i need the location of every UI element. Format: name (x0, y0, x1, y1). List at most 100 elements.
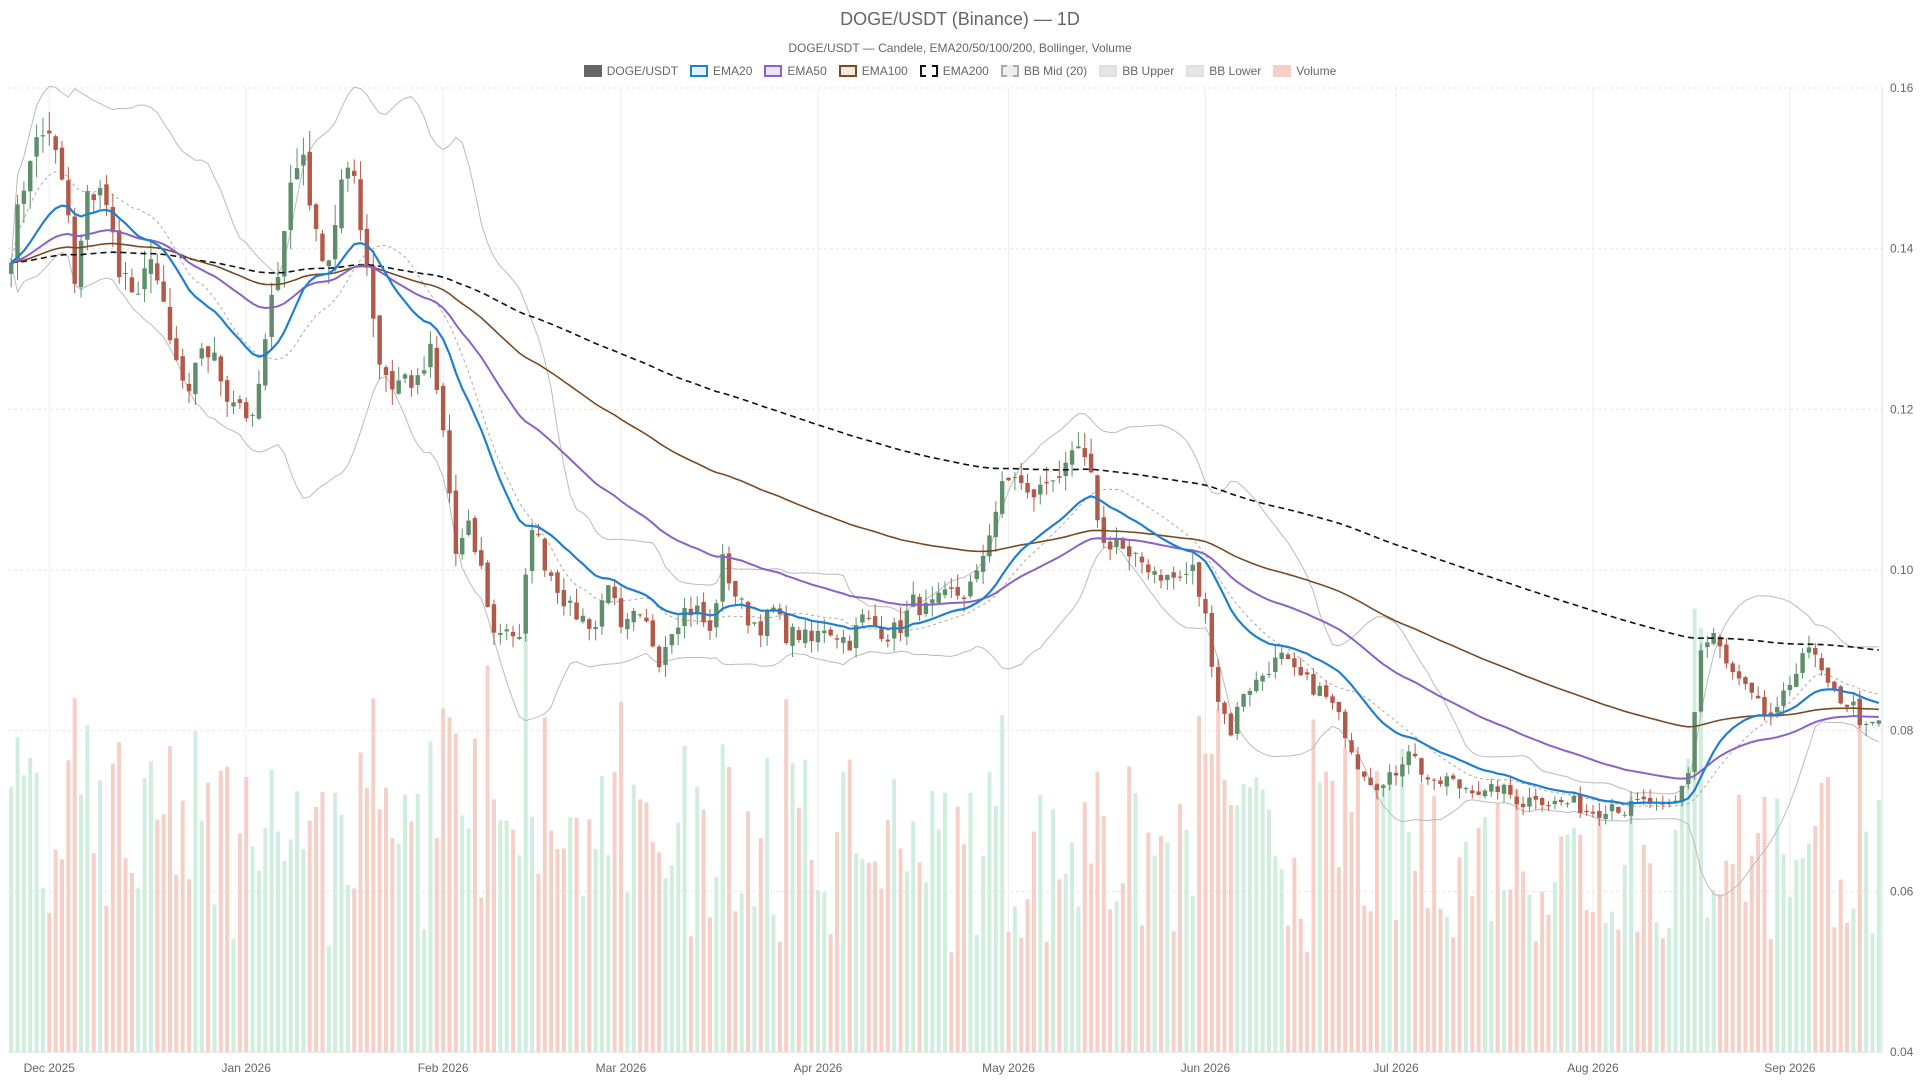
candle-body (688, 608, 694, 616)
volume-bar (180, 800, 185, 1052)
volume-bar (1571, 827, 1576, 1052)
candle-body (377, 315, 382, 365)
volume-bar (256, 870, 261, 1052)
candle-body (1450, 775, 1456, 779)
candle-body (47, 130, 52, 134)
volume-bar (1381, 783, 1386, 1052)
volume-bar (1635, 931, 1640, 1052)
candle-body (1311, 674, 1316, 695)
legend-item[interactable]: BB Upper (1099, 64, 1174, 78)
volume-bar (1527, 894, 1532, 1052)
candle-body (479, 550, 484, 566)
volume-bar (1451, 937, 1456, 1052)
volume-bar (803, 759, 808, 1052)
volume-bar (752, 906, 757, 1052)
legend-item[interactable]: BB Lower (1186, 64, 1261, 78)
candle-body (186, 383, 192, 392)
volume-bar (847, 759, 852, 1052)
volume-bar (1184, 829, 1189, 1052)
volume-bar (1584, 910, 1589, 1052)
volume-bar (187, 879, 192, 1052)
candle-body (224, 380, 230, 402)
candle-body (1635, 798, 1640, 800)
candle-body (675, 627, 681, 635)
candle-body (1470, 790, 1475, 794)
volume-bar (1178, 803, 1183, 1052)
volume-bar (962, 844, 967, 1052)
candle-body (1031, 489, 1037, 498)
volume-bar (364, 788, 369, 1052)
legend-item[interactable]: BB Mid (20) (1000, 64, 1087, 78)
candle-body (1844, 704, 1850, 707)
legend-label: DOGE/USDT (606, 64, 679, 78)
candle-body (656, 646, 662, 668)
candle-body (447, 430, 452, 494)
volume-bar (688, 936, 693, 1052)
candle-body (466, 520, 471, 535)
candle-body (1012, 476, 1018, 478)
candle-body (1336, 701, 1342, 713)
candle-body (701, 601, 706, 623)
candle-body (1781, 690, 1786, 706)
legend-swatch (1000, 65, 1019, 77)
x-tick-label: May 2026 (982, 1061, 1035, 1075)
candle-body (8, 262, 14, 274)
volume-bar (1711, 889, 1716, 1052)
volume-bar (663, 878, 668, 1052)
legend-swatch (1099, 65, 1118, 77)
volume-bar (504, 820, 509, 1052)
legend-item[interactable]: EMA20 (690, 64, 752, 78)
volume-bar (1120, 883, 1125, 1052)
volume-bar (1552, 882, 1557, 1052)
volume-bar (1756, 833, 1761, 1052)
candle-body (28, 161, 33, 192)
volume-bar (1139, 925, 1144, 1052)
volume-bar (1768, 939, 1773, 1052)
candle-body (923, 602, 929, 614)
candle-body (1228, 713, 1234, 736)
candle-body (872, 616, 878, 627)
volume-bar (1794, 859, 1799, 1052)
legend-item[interactable]: EMA200 (919, 64, 989, 78)
volume-bar (1089, 863, 1094, 1052)
volume-bar (1400, 748, 1405, 1052)
volume-bar (479, 897, 484, 1052)
volume-bar (568, 817, 573, 1052)
volume-bar (841, 772, 846, 1052)
candle-body (1616, 806, 1621, 813)
volume-bar (47, 912, 52, 1052)
volume-bar (1800, 858, 1805, 1052)
legend-item[interactable]: EMA100 (838, 64, 908, 78)
candle-body (999, 481, 1005, 514)
x-tick-label: Apr 2026 (794, 1061, 843, 1075)
volume-bar (1197, 715, 1202, 1052)
candle-body (879, 627, 884, 639)
volume-bar (9, 787, 14, 1052)
volume-bar (1781, 854, 1786, 1052)
legend-item[interactable]: DOGE/USDT (583, 64, 679, 78)
volume-bar (1730, 864, 1735, 1052)
candle-body (1527, 797, 1532, 807)
candle-body (1501, 784, 1507, 794)
candle-body (542, 538, 548, 571)
candle-body (866, 617, 871, 619)
candle-body (739, 598, 744, 600)
candle-body (815, 630, 821, 643)
volume-bar (657, 852, 662, 1052)
volume-bar (898, 848, 903, 1052)
volume-bar (1813, 825, 1818, 1052)
candle-body (548, 572, 554, 576)
legend-item[interactable]: EMA50 (764, 64, 827, 78)
candle-body (1127, 546, 1132, 557)
volume-bar (1343, 747, 1348, 1052)
candle-body (40, 135, 46, 137)
candle-body (1196, 562, 1202, 597)
volume-bar (930, 790, 935, 1052)
candle-body (85, 191, 90, 240)
legend-item[interactable]: Volume (1273, 64, 1336, 78)
candle-body (180, 356, 185, 381)
candle-body (1158, 574, 1164, 581)
volume-bar (1457, 857, 1462, 1052)
candle-body (263, 339, 268, 386)
ema20-line (10, 204, 1880, 805)
